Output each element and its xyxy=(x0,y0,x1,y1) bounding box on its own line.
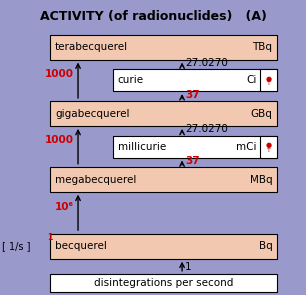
Bar xyxy=(260,136,277,158)
Text: TBq: TBq xyxy=(252,42,272,52)
Text: terabecquerel: terabecquerel xyxy=(55,42,128,52)
Text: 1: 1 xyxy=(47,233,53,242)
Text: millicurie: millicurie xyxy=(118,142,166,152)
Text: 37: 37 xyxy=(185,90,200,100)
Text: ●: ● xyxy=(265,76,272,82)
Bar xyxy=(50,35,277,60)
Text: 37: 37 xyxy=(185,156,200,166)
Text: MBq: MBq xyxy=(250,175,272,185)
Bar xyxy=(50,101,277,126)
Bar xyxy=(50,274,277,292)
Text: megabecquerel: megabecquerel xyxy=(55,175,136,185)
Text: mCi: mCi xyxy=(236,142,256,152)
Text: GBq: GBq xyxy=(251,109,272,119)
Text: curie: curie xyxy=(118,75,144,85)
Text: [ 1/s ]: [ 1/s ] xyxy=(2,241,30,251)
Text: 10⁶: 10⁶ xyxy=(54,201,73,212)
Text: 1000: 1000 xyxy=(44,69,73,79)
Text: ●: ● xyxy=(265,142,272,148)
Bar xyxy=(260,69,277,91)
Text: Bq: Bq xyxy=(259,241,272,251)
Bar xyxy=(50,168,277,193)
Text: 27.0270: 27.0270 xyxy=(185,58,228,68)
Text: T: T xyxy=(267,148,271,153)
Bar xyxy=(50,234,277,259)
Text: Ci: Ci xyxy=(246,75,256,85)
Text: 1: 1 xyxy=(185,262,192,272)
Text: 1000: 1000 xyxy=(44,135,73,145)
Text: disintegrations per second: disintegrations per second xyxy=(94,278,233,288)
Text: T: T xyxy=(267,81,271,86)
Bar xyxy=(113,136,277,158)
Text: gigabecquerel: gigabecquerel xyxy=(55,109,129,119)
Text: ACTIVITY (of radionuclides)   (A): ACTIVITY (of radionuclides) (A) xyxy=(39,10,267,23)
Text: becquerel: becquerel xyxy=(55,241,107,251)
Bar xyxy=(113,69,277,91)
Text: 27.0270: 27.0270 xyxy=(185,124,228,134)
